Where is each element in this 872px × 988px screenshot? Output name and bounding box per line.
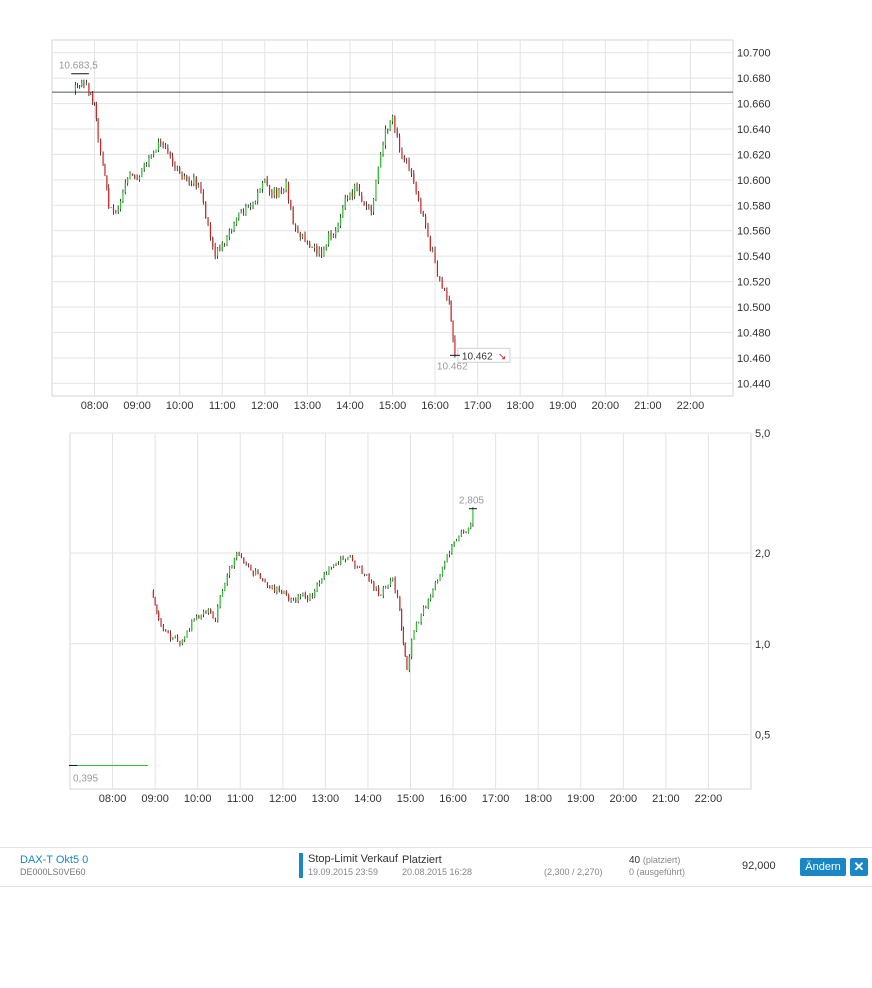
y-axis: 10.700 10.680 10.660 10.640 10.620 10.600 10.5…: [737, 48, 771, 391]
y-tick-label: 10.460: [737, 353, 771, 365]
x-axis: 08:00 09:00 10:00 11:00 12:00 13:00 14:00 15:00…: [81, 400, 704, 410]
x-tick-label: 11:00: [209, 400, 236, 410]
price-series: [70, 507, 474, 766]
order-row[interactable]: DAX-T Okt5 0 DE000LS0VE60 Stop-Limit Ver…: [0, 847, 872, 887]
high-price-label: 2,805: [459, 496, 484, 507]
edit-order-button[interactable]: Ändern: [800, 858, 846, 876]
open-price-label: 0,395: [73, 773, 98, 784]
y-tick-label: 10.480: [737, 327, 771, 339]
x-tick-label: 12:00: [251, 400, 279, 410]
y-tick-label: 10.640: [737, 124, 771, 136]
x-tick-label: 19:00: [549, 400, 577, 410]
cancel-order-button[interactable]: ✕: [850, 858, 868, 876]
quantity-executed: 0 (ausgeführt): [629, 867, 686, 877]
order-limits: (2,300 / 2,270): [544, 867, 603, 877]
x-tick-label: 13:00: [294, 400, 322, 410]
x-tick-label: 11:00: [227, 793, 254, 805]
x-tick-label: 10:00: [184, 793, 212, 805]
price-series: [74, 79, 456, 358]
order-price: 92,000: [742, 860, 776, 872]
x-tick-label: 15:00: [397, 793, 425, 805]
y-tick-label: 2,0: [755, 548, 770, 560]
x-tick-label: 16:00: [439, 793, 467, 805]
order-status-date: 20.08.2015 16:28: [402, 867, 473, 877]
x-tick-label: 08:00: [99, 793, 127, 805]
x-tick-label: 17:00: [464, 400, 492, 410]
y-axis: 5,0 2,0 1,0 0,5: [755, 428, 770, 742]
x-tick-label: 16:00: [421, 400, 449, 410]
order-type-marker: [299, 853, 303, 878]
x-tick-label: 13:00: [312, 793, 340, 805]
x-tick-label: 17:00: [482, 793, 510, 805]
x-tick-label: 21:00: [634, 400, 662, 410]
y-tick-label: 10.700: [737, 48, 771, 60]
x-tick-label: 09:00: [123, 400, 151, 410]
last-price-value: 10.462: [462, 351, 493, 362]
trend-down-icon: ↘: [498, 351, 506, 362]
x-tick-label: 21:00: [652, 793, 680, 805]
x-tick-label: 15:00: [379, 400, 407, 410]
order-type: Stop-Limit Verkauf: [308, 853, 398, 865]
order-status: Platziert: [402, 854, 442, 866]
x-axis: 08:00 09:00 10:00 11:00 12:00 13:00 14:00 15:00…: [99, 793, 722, 805]
x-tick-label: 22:00: [695, 793, 723, 805]
x-tick-label: 18:00: [506, 400, 534, 410]
y-tick-label: 10.680: [737, 73, 771, 85]
quantity-placed: 40 (platziert): [629, 855, 680, 866]
y-tick-label: 10.580: [737, 200, 771, 212]
y-tick-label: 0,5: [755, 730, 770, 742]
instrument-name[interactable]: DAX-T Okt5 0: [20, 854, 89, 866]
last-price-box: 10.462 ↘: [457, 347, 511, 363]
x-tick-label: 20:00: [592, 400, 620, 410]
underlying-price-chart: 10.700 10.680 10.660 10.640 10.620 10.600 10.5…: [51, 39, 771, 410]
x-tick-label: 20:00: [610, 793, 638, 805]
x-tick-label: 08:00: [81, 400, 109, 410]
y-tick-label: 5,0: [755, 428, 770, 440]
open-price-label: 10.683,5: [59, 61, 98, 72]
quantity-placed-value: 40: [629, 855, 641, 866]
x-tick-label: 14:00: [336, 400, 364, 410]
x-tick-label: 22:00: [677, 400, 705, 410]
y-tick-label: 10.520: [737, 277, 771, 289]
x-tick-label: 14:00: [354, 793, 382, 805]
x-tick-label: 10:00: [166, 400, 194, 410]
y-tick-label: 10.440: [737, 378, 771, 390]
y-tick-label: 10.500: [737, 302, 771, 314]
warrant-price-chart: 5,0 2,0 1,0 0,5 08:00 09:00 10:00 11:00 12:00 13…: [69, 428, 770, 805]
chart-grid: [51, 39, 734, 397]
order-valid-until: 19.09.2015 23:59: [308, 867, 379, 877]
x-tick-label: 12:00: [269, 793, 297, 805]
chart-annotations: 10.683,5 10.462 10.462 ↘: [59, 61, 511, 372]
chart-annotations: 0,395 2,805: [69, 496, 484, 784]
x-tick-label: 18:00: [524, 793, 552, 805]
y-tick-label: 10.600: [737, 175, 771, 187]
x-tick-label: 19:00: [567, 793, 595, 805]
instrument-isin: DE000LS0VE60: [20, 867, 86, 877]
chart-grid: [69, 432, 752, 790]
quantity-placed-note: (platziert): [642, 855, 681, 865]
y-tick-label: 1,0: [755, 639, 770, 651]
x-tick-label: 09:00: [141, 793, 169, 805]
y-tick-label: 10.620: [737, 149, 771, 161]
y-tick-label: 10.540: [737, 251, 771, 263]
y-tick-label: 10.560: [737, 226, 771, 238]
low-price-label: 10.462: [437, 361, 468, 372]
y-tick-label: 10.660: [737, 99, 771, 111]
